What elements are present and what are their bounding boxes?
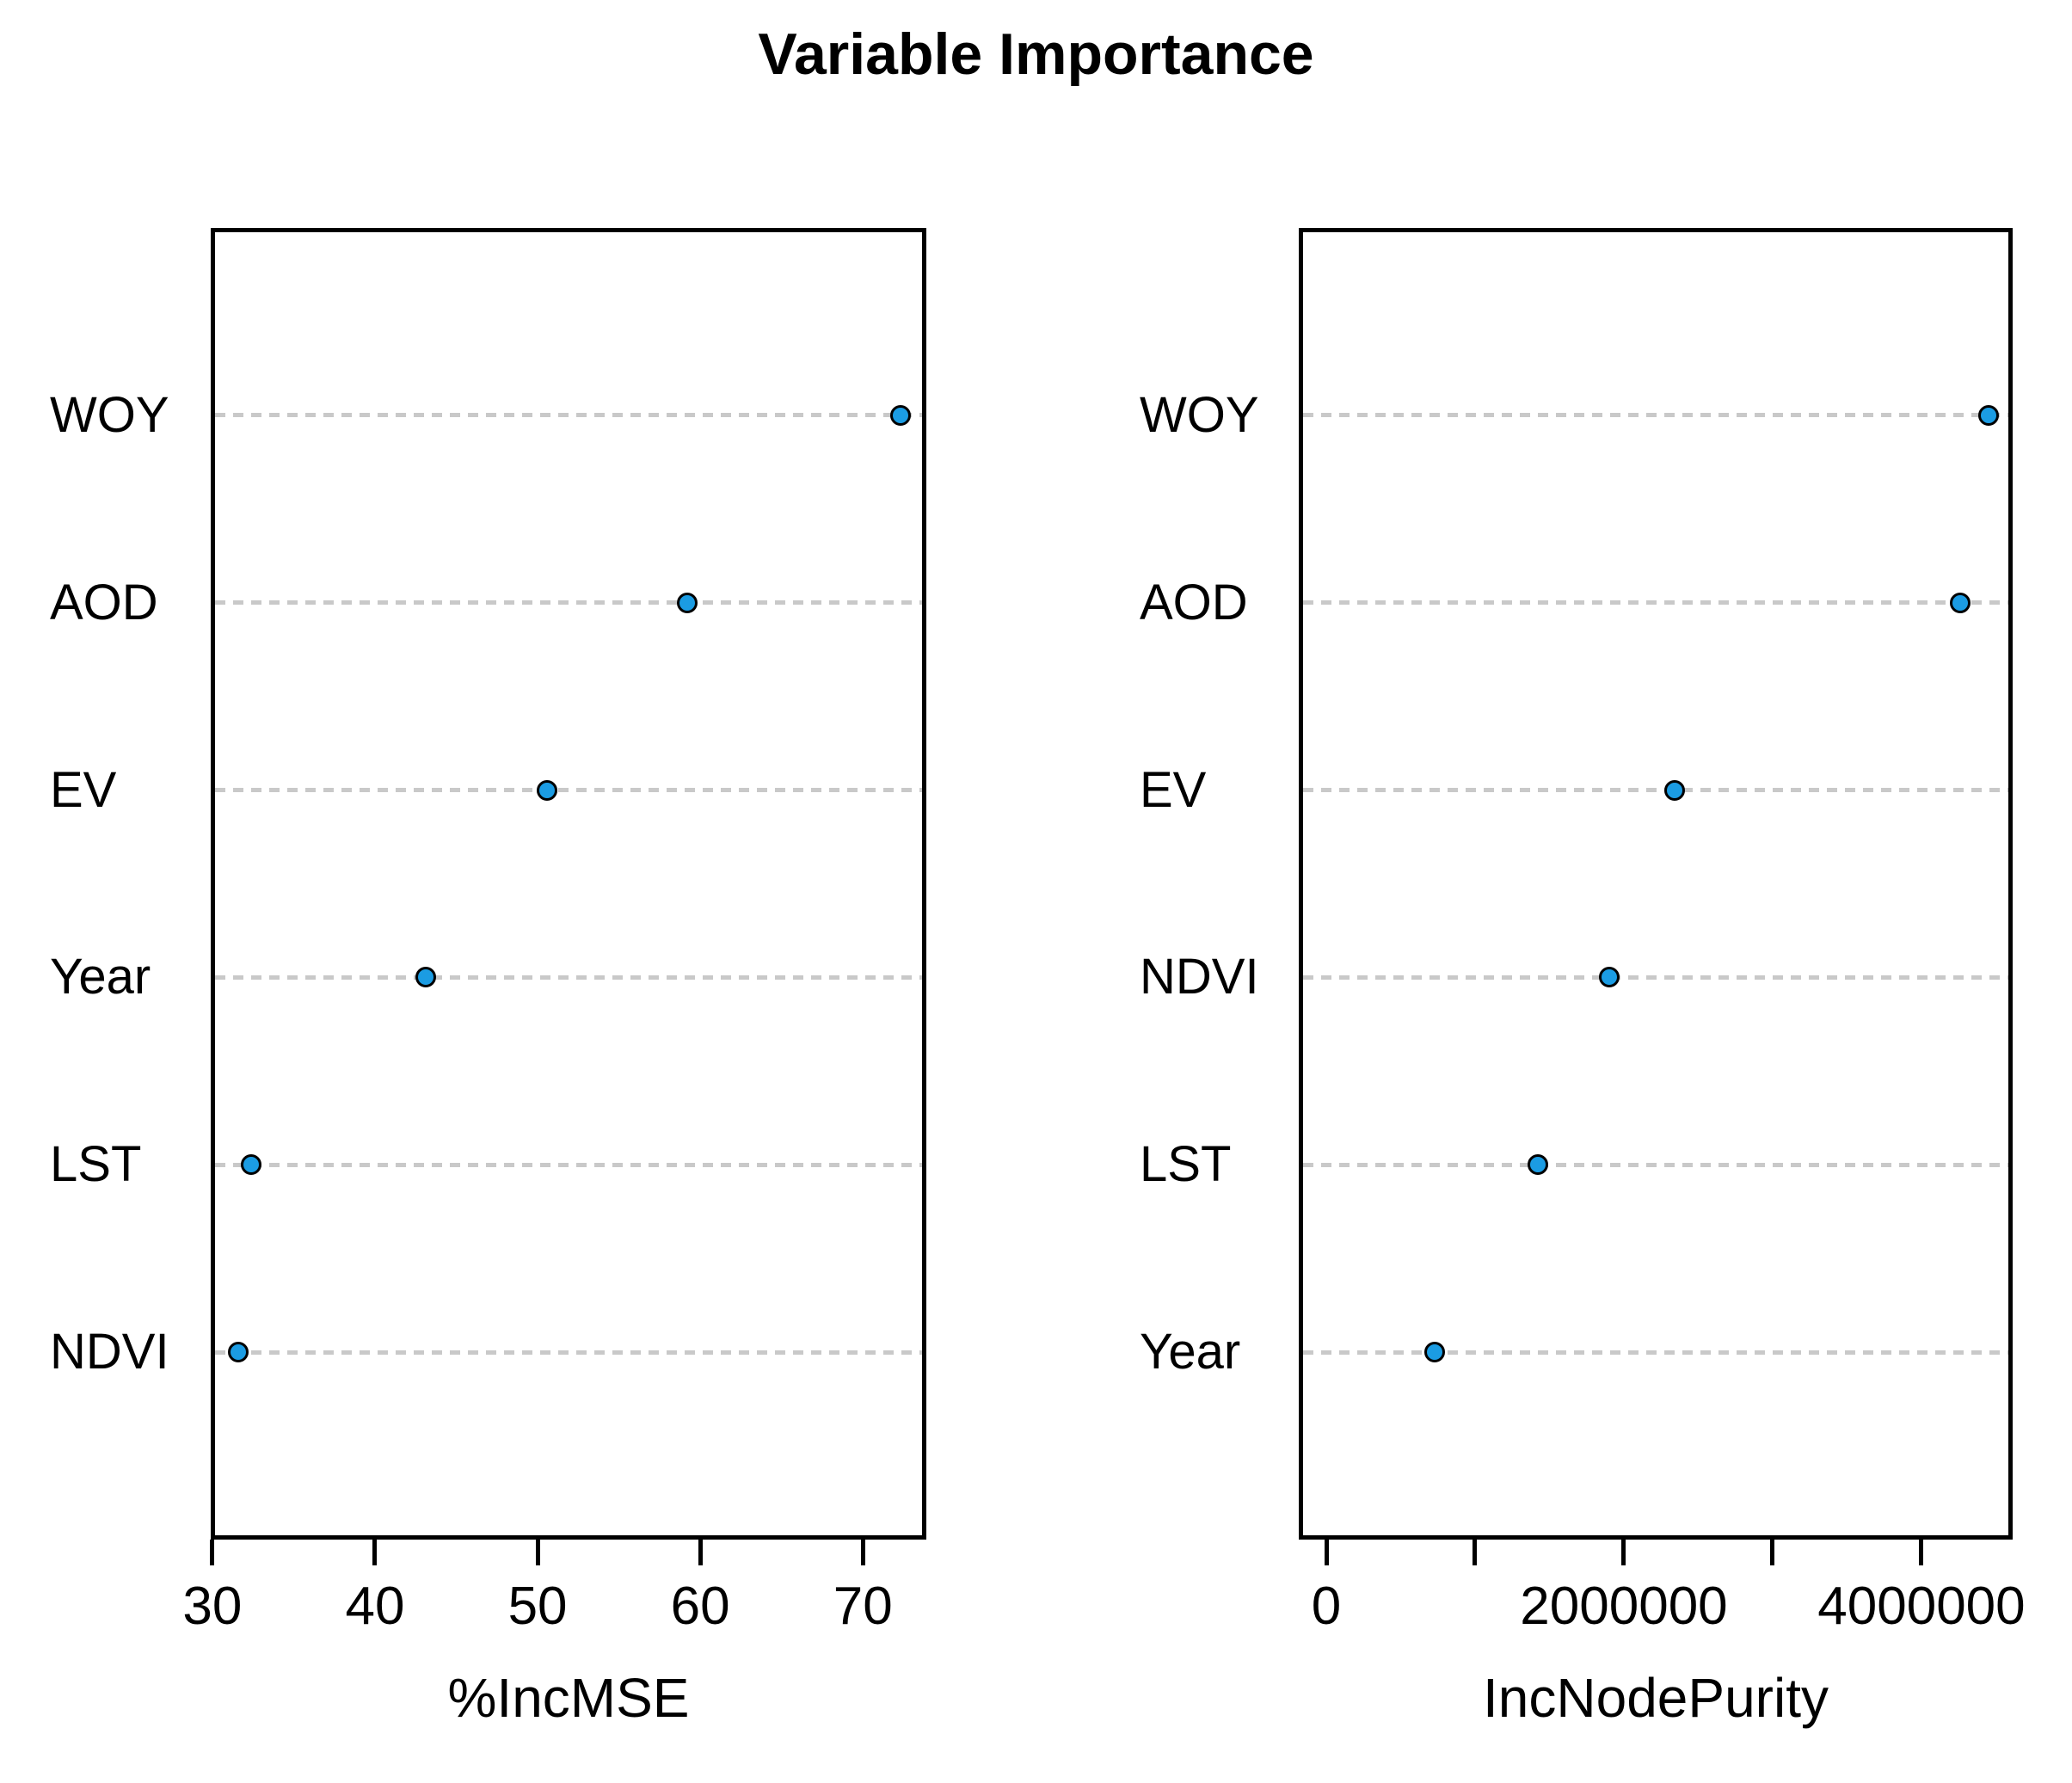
row-label: EV bbox=[1140, 761, 1207, 818]
data-point-dot bbox=[1424, 1342, 1446, 1363]
x-axis-tick-label: 2000000 bbox=[1520, 1577, 1728, 1636]
row-gridline bbox=[215, 1350, 922, 1355]
row-gridline bbox=[1303, 413, 2008, 418]
x-axis-tick-label: 0 bbox=[1311, 1577, 1342, 1636]
chart-title: Variable Importance bbox=[758, 22, 1314, 87]
x-axis-tick-label: 70 bbox=[833, 1577, 893, 1636]
data-point-dot bbox=[1663, 779, 1685, 801]
row-gridline bbox=[215, 788, 922, 793]
row-gridline bbox=[1303, 600, 2008, 606]
row-label: NDVI bbox=[50, 1324, 169, 1380]
x-axis-title: IncNodePurity bbox=[1483, 1667, 1829, 1729]
data-point-dot bbox=[1949, 592, 1971, 613]
x-axis-title: %IncMSE bbox=[447, 1667, 690, 1729]
x-axis-tick-mark bbox=[698, 1540, 703, 1565]
row-label: Year bbox=[1140, 1324, 1241, 1380]
x-axis-tick-mark bbox=[1919, 1540, 1924, 1565]
x-axis-tick-mark bbox=[1770, 1540, 1775, 1565]
x-axis-tick-label: 30 bbox=[182, 1577, 243, 1636]
x-axis-tick-mark bbox=[535, 1540, 540, 1565]
data-point-dot bbox=[677, 592, 698, 613]
row-label: AOD bbox=[50, 574, 158, 630]
row-label: LST bbox=[1140, 1136, 1232, 1193]
row-label: Year bbox=[50, 949, 151, 1005]
row-label: WOY bbox=[1140, 386, 1259, 443]
row-label: NDVI bbox=[1140, 949, 1259, 1005]
x-axis-tick-mark bbox=[372, 1540, 378, 1565]
data-point-dot bbox=[1977, 404, 1999, 426]
x-axis-tick-mark bbox=[1473, 1540, 1478, 1565]
data-point-dot bbox=[1598, 967, 1620, 988]
row-gridline bbox=[1303, 975, 2008, 980]
data-point-dot bbox=[1527, 1154, 1548, 1176]
data-point-dot bbox=[889, 404, 911, 426]
x-axis-tick-label: 60 bbox=[670, 1577, 730, 1636]
row-label: AOD bbox=[1140, 574, 1248, 630]
row-gridline bbox=[215, 413, 922, 418]
x-axis-tick-mark bbox=[860, 1540, 865, 1565]
row-label: EV bbox=[50, 761, 117, 818]
data-point-dot bbox=[415, 967, 436, 988]
x-axis-tick-label: 40 bbox=[345, 1577, 405, 1636]
data-point-dot bbox=[537, 779, 558, 801]
x-axis-tick-label: 50 bbox=[507, 1577, 568, 1636]
row-label: WOY bbox=[50, 386, 169, 443]
data-point-dot bbox=[241, 1154, 262, 1176]
x-axis-tick-label: 4000000 bbox=[1817, 1577, 2026, 1636]
row-label: LST bbox=[50, 1136, 142, 1193]
row-gridline bbox=[215, 975, 922, 980]
row-gridline bbox=[1303, 1350, 2008, 1355]
x-axis-tick-mark bbox=[1324, 1540, 1329, 1565]
row-gridline bbox=[1303, 1162, 2008, 1167]
plot-panel-box bbox=[211, 228, 926, 1540]
plot-panel-box bbox=[1299, 228, 2013, 1540]
data-point-dot bbox=[228, 1342, 249, 1363]
x-axis-tick-mark bbox=[210, 1540, 215, 1565]
row-gridline bbox=[215, 1162, 922, 1167]
row-gridline bbox=[1303, 788, 2008, 793]
x-axis-tick-mark bbox=[1621, 1540, 1626, 1565]
row-gridline bbox=[215, 600, 922, 606]
